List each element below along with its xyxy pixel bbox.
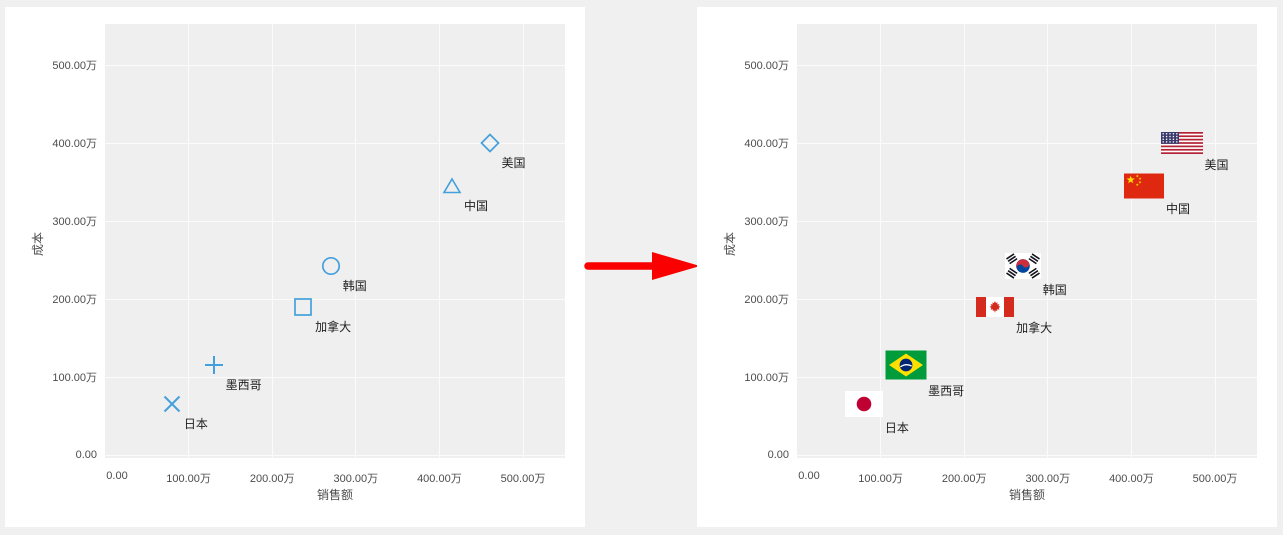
y-gridline	[105, 220, 565, 222]
diamond-marker-icon	[479, 133, 500, 153]
canada-flag-icon	[976, 296, 1015, 317]
triangle-marker-icon	[442, 176, 462, 196]
y-gridline	[105, 376, 565, 378]
y-axis-title: 成本	[723, 232, 737, 257]
right-arrow-icon	[584, 252, 700, 280]
square-marker-icon	[293, 297, 313, 317]
marker-label: 加拿大	[1016, 320, 1053, 335]
x-tick-label: 300.00万	[1025, 473, 1071, 485]
y-tick-label: 100.00万	[52, 372, 97, 384]
y-gridline	[797, 376, 1257, 378]
x-gridline	[188, 24, 190, 458]
x-marker-icon	[162, 394, 182, 414]
y-gridline	[105, 64, 565, 66]
x-tick-label: 500.00万	[1192, 473, 1238, 485]
marker-label: 美国	[1204, 158, 1229, 172]
x-tick-label: 500.00万	[500, 473, 546, 485]
y-gridline	[105, 298, 565, 300]
x-tick-label: 200.00万	[941, 473, 987, 485]
x-gridline	[1214, 24, 1216, 458]
y-gridline	[797, 298, 1257, 300]
plot-area: 成本 销售额 0.00 100.00万 200.00万 300.00万 400.00万 5…	[31, 24, 565, 502]
x-gridline	[1047, 24, 1049, 458]
x-tick-label: 400.00万	[1109, 473, 1154, 485]
x-gridline	[963, 24, 965, 458]
x-tick-label: 0.00	[106, 470, 128, 482]
marker-label: 美国	[501, 156, 526, 170]
usa-flag-icon	[1160, 132, 1203, 154]
y-tick-label: 500.00万	[52, 60, 97, 72]
marker-label: 中国	[463, 198, 488, 213]
y-tick-label: 400.00万	[744, 138, 789, 150]
y-axis-title: 成本	[31, 232, 45, 257]
marker-label: 墨西哥	[225, 378, 262, 393]
y-tick-label: 500.00万	[744, 60, 789, 72]
south-korea-flag-icon	[1004, 253, 1041, 280]
marker-label: 韩国	[1042, 283, 1067, 298]
x-tick-label: 100.00万	[166, 473, 211, 485]
japan-flag-icon	[844, 391, 883, 418]
y-tick-label: 300.00万	[744, 216, 789, 228]
x-axis-title: 销售额	[1008, 488, 1045, 502]
y-tick-label: 200.00万	[744, 294, 789, 306]
plus-marker-icon	[204, 355, 224, 375]
marker-label: 日本	[183, 417, 208, 432]
x-axis-title: 销售额	[316, 488, 353, 502]
marker-label: 中国	[1165, 202, 1190, 217]
marker-label: 日本	[884, 421, 909, 436]
marker-label: 墨西哥	[928, 383, 965, 398]
y-gridline	[105, 454, 565, 456]
marker-label: 韩国	[342, 279, 367, 294]
y-gridline	[797, 220, 1257, 222]
y-tick-label: 0.00	[767, 449, 789, 461]
x-gridline	[271, 24, 273, 458]
y-tick-label: 300.00万	[52, 216, 97, 228]
chart-panel-shapes: 成本 销售额 0.00 100.00万 200.00万 300.00万 400.00万 5…	[5, 7, 585, 527]
chart-panel-flags: 成本 销售额 0.00 100.00万 200.00万 300.00万 400.00万 5…	[697, 7, 1277, 527]
y-tick-label: 0.00	[75, 449, 97, 461]
x-tick-label: 200.00万	[249, 473, 295, 485]
y-tick-label: 400.00万	[52, 138, 97, 150]
brazil-flag-icon	[885, 350, 927, 380]
y-gridline	[797, 64, 1257, 66]
x-gridline	[438, 24, 440, 458]
plot-area: 成本 销售额 0.00 100.00万 200.00万 300.00万 400.00万 5…	[723, 24, 1257, 502]
x-gridline	[880, 24, 882, 458]
y-gridline	[797, 454, 1257, 456]
x-gridline	[1130, 24, 1132, 458]
x-tick-label: 100.00万	[858, 473, 903, 485]
y-tick-label: 200.00万	[52, 294, 97, 306]
x-gridline	[522, 24, 524, 458]
x-tick-label: 300.00万	[333, 473, 379, 485]
x-tick-label: 400.00万	[417, 473, 462, 485]
y-gridline	[797, 142, 1257, 144]
x-tick-label: 0.00	[798, 470, 820, 482]
x-gridline	[355, 24, 357, 458]
circle-marker-icon	[321, 256, 341, 276]
y-gridline	[105, 142, 565, 144]
china-flag-icon	[1123, 173, 1164, 199]
y-tick-label: 100.00万	[744, 372, 789, 384]
marker-label: 加拿大	[315, 319, 352, 334]
transform-arrow	[584, 249, 702, 283]
